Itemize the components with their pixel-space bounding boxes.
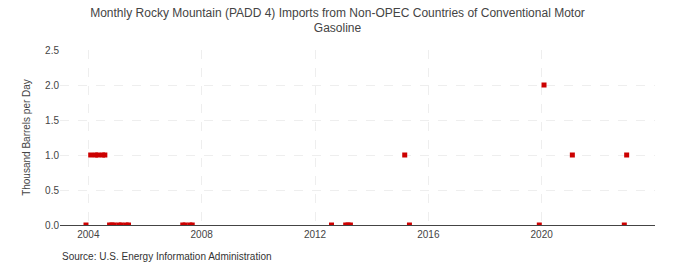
svg-text:2016: 2016 <box>417 229 440 240</box>
svg-text:Thousand Barrels per Day: Thousand Barrels per Day <box>21 79 32 196</box>
svg-text:1.0: 1.0 <box>45 150 59 161</box>
svg-text:2008: 2008 <box>191 229 214 240</box>
svg-text:1.5: 1.5 <box>45 115 59 126</box>
svg-text:Monthly Rocky Mountain (PADD 4: Monthly Rocky Mountain (PADD 4) Imports … <box>90 6 585 36</box>
svg-text:0.5: 0.5 <box>45 185 59 196</box>
svg-text:2012: 2012 <box>304 229 327 240</box>
svg-text:0.0: 0.0 <box>45 220 59 231</box>
svg-text:Source: U.S. Energy Informatio: Source: U.S. Energy Information Administ… <box>62 251 272 262</box>
svg-text:2020: 2020 <box>531 229 554 240</box>
svg-text:2004: 2004 <box>77 229 100 240</box>
svg-text:2.5: 2.5 <box>45 45 59 56</box>
svg-text:2.0: 2.0 <box>45 80 59 91</box>
